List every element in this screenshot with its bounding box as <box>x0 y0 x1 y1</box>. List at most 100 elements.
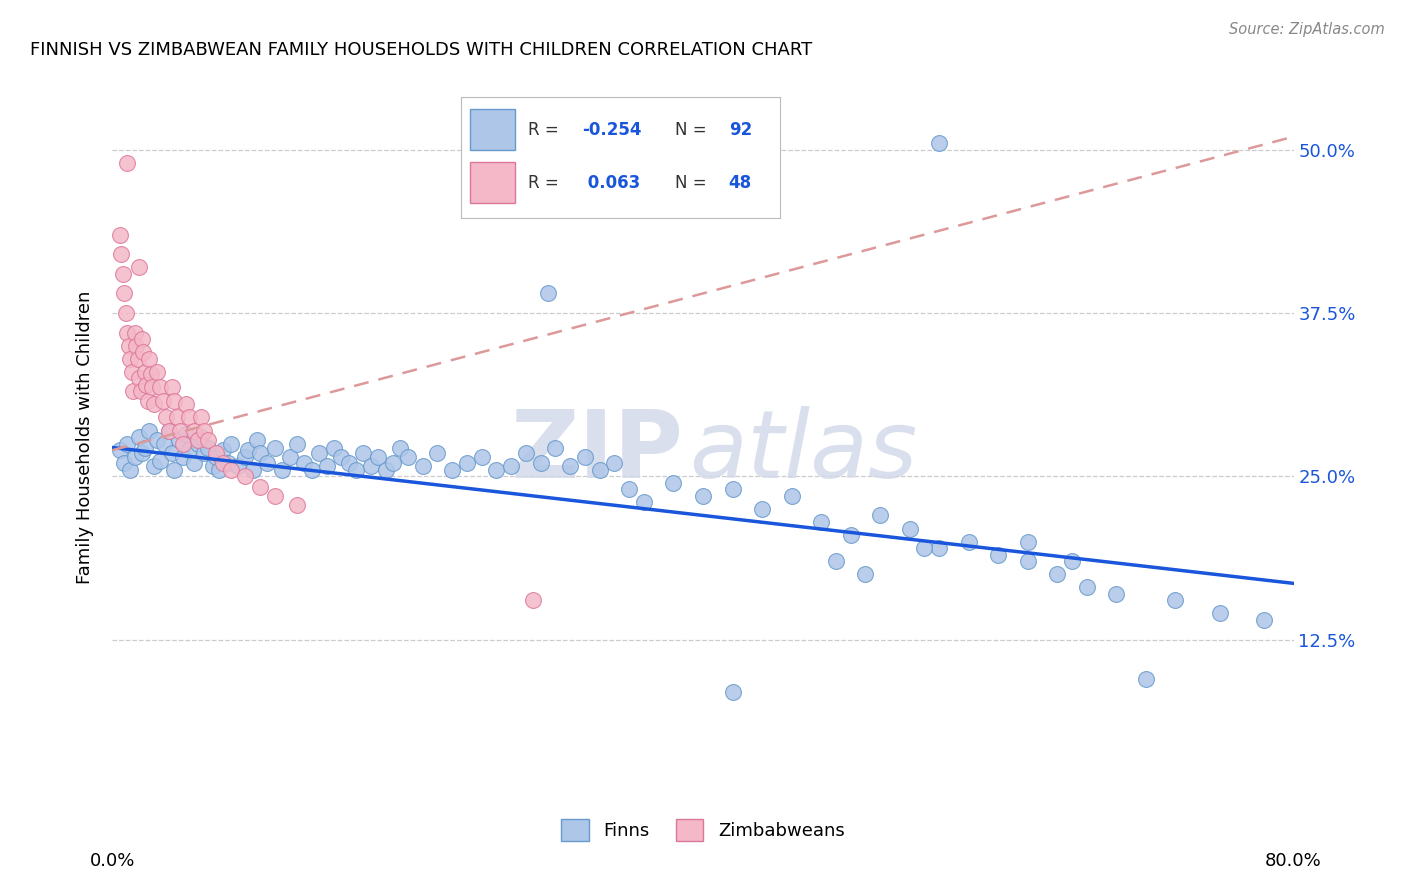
Point <box>183 456 205 470</box>
Point <box>987 548 1010 562</box>
Point <box>1046 567 1069 582</box>
Point <box>208 463 231 477</box>
Point <box>136 393 159 408</box>
Text: atlas: atlas <box>689 406 918 497</box>
Point <box>810 515 832 529</box>
Point <box>169 424 191 438</box>
Point <box>138 424 160 438</box>
Point <box>824 554 846 568</box>
Point <box>411 458 433 473</box>
Point <box>120 351 142 366</box>
Point <box>238 443 260 458</box>
Point <box>219 463 242 477</box>
Point <box>174 427 197 442</box>
Point <box>249 446 271 460</box>
Point <box>1017 554 1039 568</box>
Point <box>141 380 163 394</box>
Point <box>167 433 190 447</box>
Point <box>193 446 215 460</box>
Point <box>515 446 537 460</box>
Point <box>957 534 980 549</box>
Point <box>201 458 224 473</box>
Point <box>914 541 936 555</box>
Point <box>135 377 157 392</box>
Point <box>330 450 353 464</box>
Point <box>264 441 287 455</box>
Point <box>308 446 330 460</box>
Point <box>898 521 921 535</box>
Point <box>558 458 582 473</box>
Point <box>131 332 153 346</box>
Point <box>633 495 655 509</box>
Point <box>1253 613 1275 627</box>
Point <box>153 436 176 450</box>
Point <box>352 446 374 460</box>
Point <box>721 483 744 497</box>
Point <box>285 498 308 512</box>
Point <box>1062 554 1084 568</box>
Point <box>142 458 165 473</box>
Point <box>217 456 239 470</box>
Point <box>128 371 150 385</box>
Point <box>117 156 138 170</box>
Point <box>344 463 367 477</box>
Point <box>134 441 156 455</box>
Text: Source: ZipAtlas.com: Source: ZipAtlas.com <box>1229 22 1385 37</box>
Point <box>124 326 146 340</box>
Text: ZIP: ZIP <box>510 406 683 498</box>
Point <box>114 306 136 320</box>
Point <box>155 410 177 425</box>
Point <box>249 480 271 494</box>
Point <box>226 458 249 473</box>
Point <box>149 380 172 394</box>
Point <box>485 463 508 477</box>
Point <box>315 458 337 473</box>
Point <box>360 458 382 473</box>
Point <box>928 136 950 151</box>
Point <box>146 433 169 447</box>
Point <box>124 450 146 464</box>
Point <box>172 450 194 464</box>
Point <box>129 384 152 399</box>
Point <box>246 433 269 447</box>
Point <box>544 441 567 455</box>
Text: 80.0%: 80.0% <box>1265 853 1322 871</box>
Point <box>574 450 596 464</box>
Point <box>128 430 150 444</box>
Point <box>928 541 950 555</box>
Point <box>780 489 803 503</box>
Point <box>174 397 197 411</box>
Point <box>190 430 212 444</box>
Point <box>278 450 301 464</box>
Point <box>160 380 183 394</box>
Point <box>1135 672 1157 686</box>
Point <box>112 286 135 301</box>
Point <box>619 483 641 497</box>
Text: FINNISH VS ZIMBABWEAN FAMILY HOUSEHOLDS WITH CHILDREN CORRELATION CHART: FINNISH VS ZIMBABWEAN FAMILY HOUSEHOLDS … <box>30 41 813 59</box>
Point <box>662 475 685 490</box>
Point <box>374 463 396 477</box>
Point <box>187 433 209 447</box>
Point <box>271 463 294 477</box>
Point <box>233 450 256 464</box>
Point <box>146 365 169 379</box>
Point <box>301 463 323 477</box>
Point <box>149 453 172 467</box>
Point <box>157 424 180 438</box>
Point <box>160 446 183 460</box>
Point <box>205 450 228 464</box>
Legend: Finns, Zimbabweans: Finns, Zimbabweans <box>554 812 852 848</box>
Point <box>869 508 891 523</box>
Point <box>166 410 188 425</box>
Text: 0.0%: 0.0% <box>90 853 135 871</box>
Point <box>212 456 235 470</box>
Point <box>118 339 141 353</box>
Point <box>131 446 153 460</box>
Point <box>120 463 142 477</box>
Point <box>256 456 278 470</box>
Point <box>323 441 346 455</box>
Point <box>205 446 228 460</box>
Point <box>163 393 186 408</box>
Point <box>588 463 610 477</box>
Point <box>134 365 156 379</box>
